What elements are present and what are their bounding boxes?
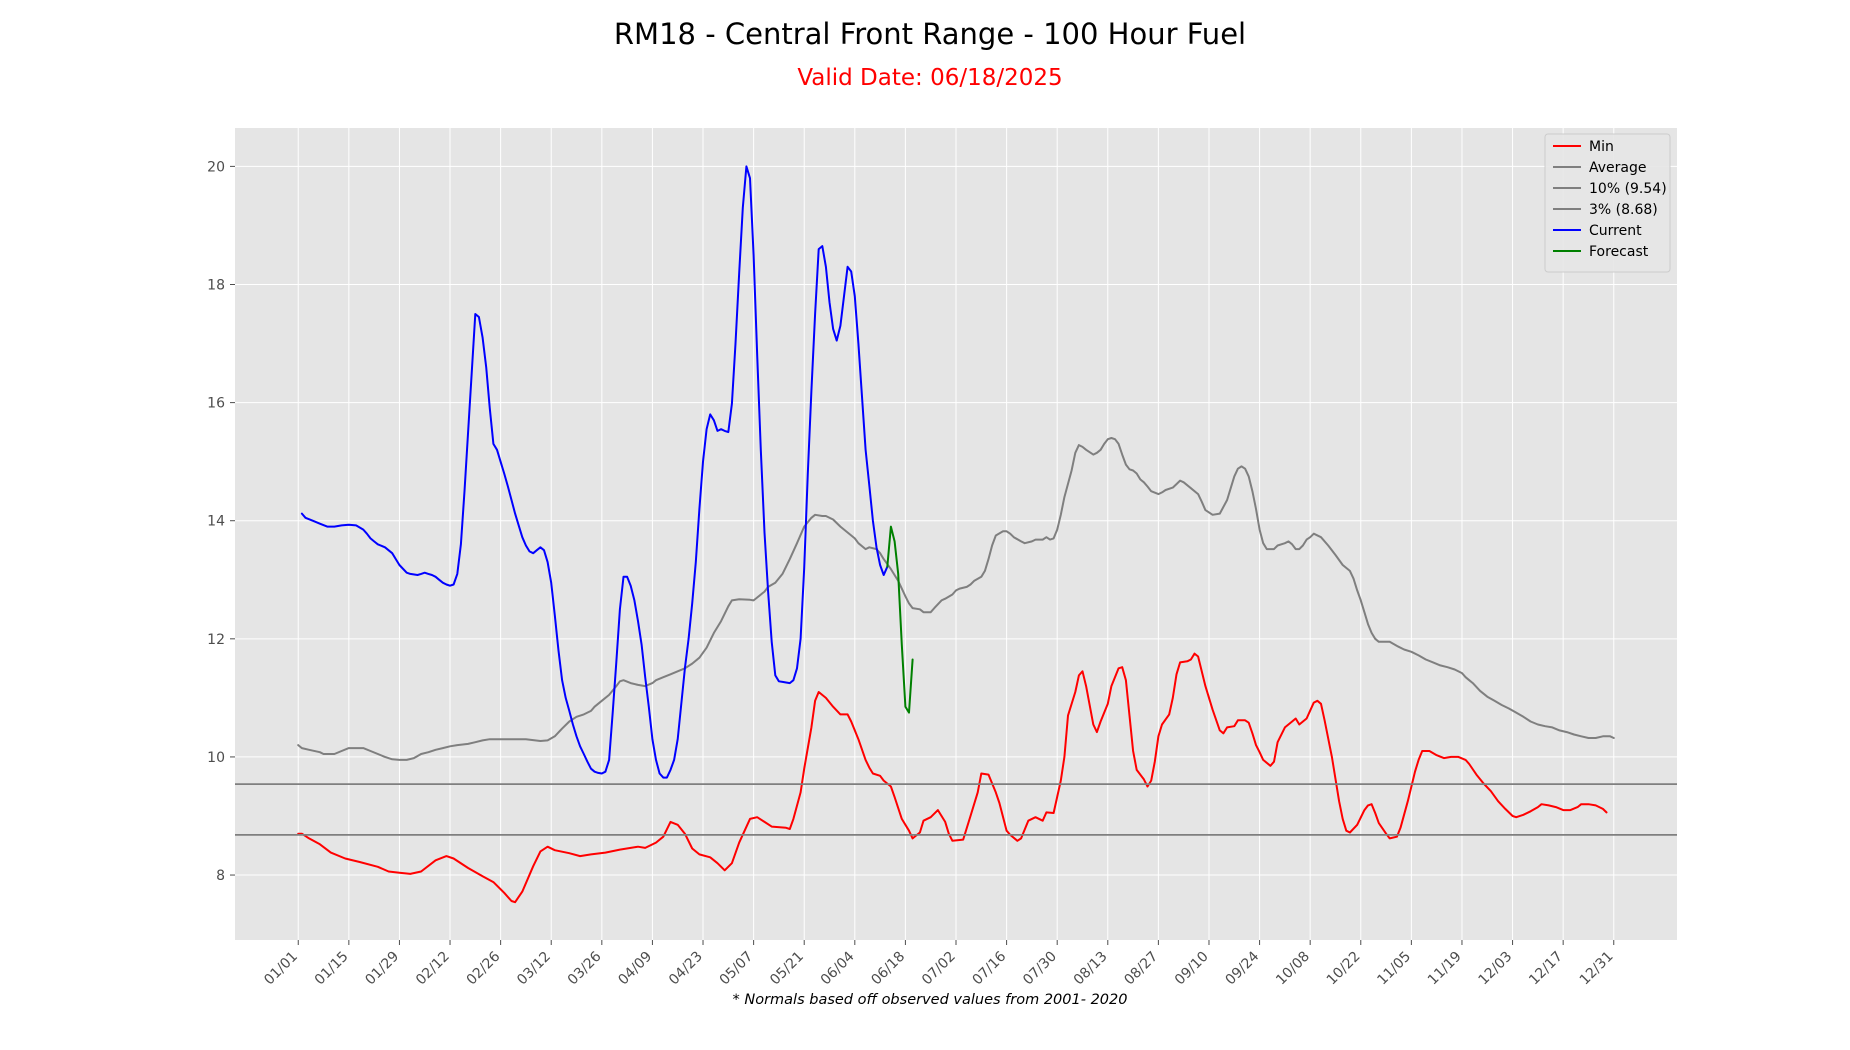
- x-tick-label: 08/13: [1071, 949, 1111, 989]
- legend-label: Average: [1589, 160, 1647, 176]
- x-tick-label: 08/27: [1121, 949, 1161, 989]
- series-average-line: [297, 437, 1615, 761]
- legend-label: Current: [1589, 223, 1642, 239]
- x-tick-label: 09/24: [1223, 948, 1263, 988]
- x-tick-label: 04/23: [666, 949, 706, 989]
- x-tick-label: 10/08: [1273, 949, 1313, 989]
- y-axis: 8 10 12 14 16 18 20: [207, 159, 235, 884]
- y-tick-label: 14: [207, 514, 225, 530]
- x-tick-label: 04/09: [615, 949, 655, 989]
- x-tick-label: 03/12: [514, 949, 554, 989]
- y-tick-label: 20: [207, 159, 225, 175]
- x-tick-label: 06/04: [818, 948, 858, 988]
- y-tick-label: 8: [216, 868, 225, 884]
- x-tick-label: 03/26: [565, 948, 605, 988]
- chart-subtitle: Valid Date: 06/18/2025: [797, 65, 1062, 91]
- x-tick-label: 02/12: [413, 949, 453, 989]
- x-tick-label: 07/02: [919, 949, 959, 989]
- series-current-line: [300, 165, 889, 779]
- x-tick-label: 07/16: [970, 948, 1010, 988]
- y-tick-label: 12: [207, 632, 225, 648]
- footnote: * Normals based off observed values from…: [733, 992, 1128, 1008]
- x-tick-label: 09/10: [1172, 949, 1212, 989]
- x-tick-label: 07/30: [1020, 949, 1060, 989]
- legend-box: [1544, 133, 1671, 273]
- x-tick-label: 05/21: [767, 949, 807, 989]
- legend-label: Min: [1589, 139, 1614, 155]
- y-tick-label: 10: [207, 750, 225, 766]
- series-forecast-line: [886, 525, 914, 714]
- x-tick-label: 12/03: [1476, 949, 1516, 989]
- x-tick-label: 02/26: [464, 948, 504, 988]
- legend: Min Average 10% (9.54) 3% (8.68) Current Fore…: [1544, 133, 1671, 273]
- x-axis: 01/01 01/15 01/29 02/12 02/26 03/12 03/26 04/09…: [261, 940, 1617, 989]
- legend-label: 10% (9.54): [1589, 181, 1667, 197]
- chart-title: RM18 - Central Front Range - 100 Hour Fu…: [614, 17, 1246, 51]
- x-tick-label: 01/29: [362, 949, 402, 989]
- x-tick-label: 05/07: [717, 949, 757, 989]
- series-min-line: [297, 652, 1608, 904]
- y-tick-label: 16: [207, 396, 225, 412]
- x-tick-label: 12/31: [1577, 949, 1617, 989]
- series-group: [235, 165, 1677, 904]
- x-tick-label: 10/22: [1324, 949, 1364, 989]
- x-tick-label: 12/17: [1526, 949, 1566, 989]
- legend-label: Forecast: [1589, 244, 1649, 260]
- x-tick-label: 01/15: [312, 949, 352, 989]
- x-tick-label: 01/01: [261, 949, 301, 989]
- x-tick-label: 06/18: [868, 949, 908, 989]
- x-tick-label: 11/19: [1425, 949, 1465, 989]
- x-tick-label: 11/05: [1374, 949, 1414, 989]
- y-tick-label: 18: [207, 277, 225, 293]
- legend-label: 3% (8.68): [1589, 202, 1658, 218]
- grid: [235, 128, 1677, 940]
